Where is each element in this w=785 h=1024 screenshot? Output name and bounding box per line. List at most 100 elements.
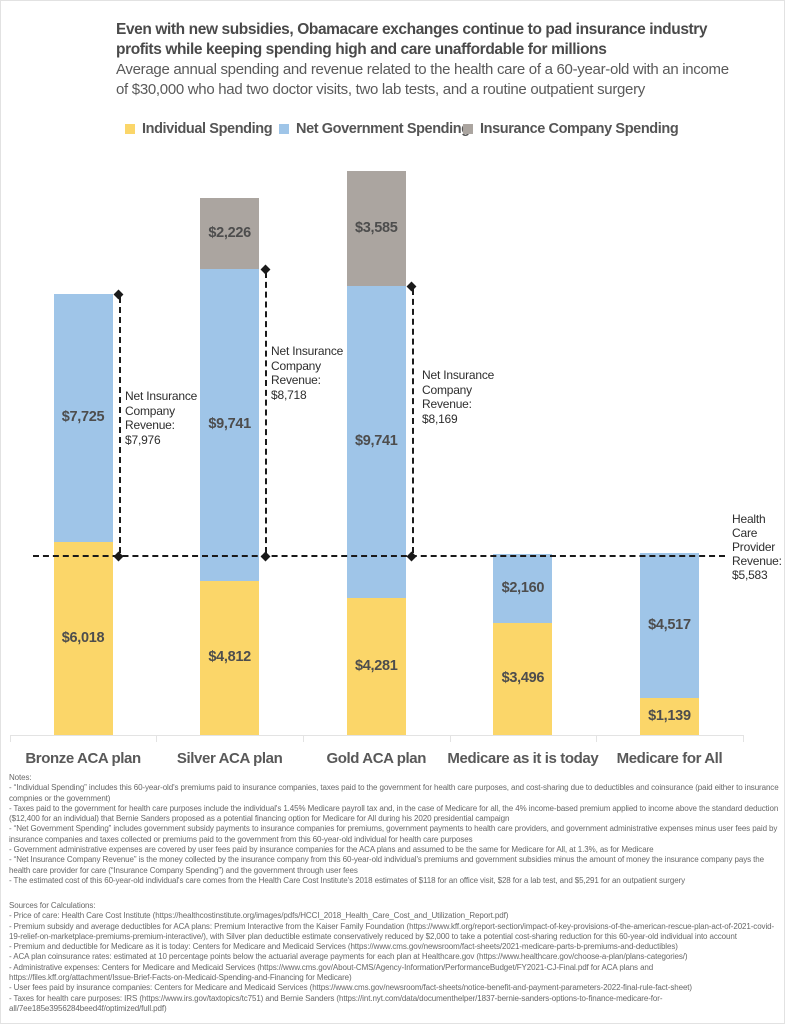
individual-spending-swatch-icon [125,124,135,134]
chart-header: Even with new subsidies, Obamacare excha… [116,20,756,99]
source-item: - Administrative expenses: Centers for M… [9,962,654,983]
net-insurance-revenue-dashed-line [118,297,121,553]
bar-segment-net-government-spending [639,553,699,698]
bar-segment-net-government-spending [53,294,113,542]
bar-segment-net-government-spending [493,554,553,623]
annotation-line: Care [732,526,758,540]
x-axis-line [9,735,743,736]
diamond-marker-icon [113,551,124,561]
x-axis-tick [302,735,304,742]
bar-segment-net-government-spending [346,286,406,598]
insurance-company-spending-swatch-icon [463,124,473,134]
legend-label: Net Government Spending [296,121,470,137]
x-axis-category-label: Gold ACA plan [326,750,426,767]
diamond-marker-icon [260,264,271,275]
x-axis-tick [742,735,744,742]
bar-value-label: $6,018 [61,629,105,646]
chart-subtitle-line-1: Average annual spending and revenue rela… [116,61,729,78]
diamond-marker-icon [406,281,417,292]
bar-value-label: $9,741 [354,433,398,449]
annotation-line: Net Insurance [271,344,344,358]
net-insurance-revenue-annotation-gold: Net Insurance Company Revenue: $8,169 [422,368,494,426]
note-item: - “Net Government Spending” includes gov… [9,824,778,844]
bar-value-label: $4,281 [354,657,398,674]
annotation-line: Revenue: [732,554,782,568]
x-axis-category-label: Silver ACA plan [176,750,283,767]
annotation-line: $8,718 [271,387,307,402]
legend-item-insurance-company-spending: Insurance Company Spending [463,121,679,137]
bar-value-label: $9,741 [208,416,251,432]
bar-value-label: $3,496 [501,670,545,686]
annotation-line: Health [732,512,766,526]
notes-heading: Notes: [9,773,32,782]
legend-item-individual-spending: Individual Spending [125,121,273,137]
net-insurance-revenue-dashed-line [411,289,414,553]
x-axis-tick [9,735,11,742]
notes-section: Notes: - “Individual Spending” includes … [9,773,779,886]
annotation-line: Revenue: [271,373,321,387]
sources-section: Sources for Calculations: - Price of car… [9,901,779,1014]
provider-revenue-label: Health Care Provider Revenue: $5,583 [732,512,782,582]
sources-heading: Sources for Calculations: [9,901,96,910]
net-insurance-revenue-dashed-line [265,272,268,553]
bar-segment-insurance-company-spending [200,198,260,269]
bar-segment-individual-spending [639,698,699,735]
note-item: - Taxes paid to the government for healt… [9,803,779,824]
annotation-line: Revenue: [422,397,472,411]
legend-item-net-government-spending: Net Government Spending [279,121,470,137]
source-item: - Premium subsidy and average deductible… [9,921,775,941]
annotation-line: Provider [732,540,776,554]
note-item: - “Net Insurance Company Revenue” is the… [9,855,764,875]
legend-label: Insurance Company Spending [480,121,679,137]
bar-segment-individual-spending [200,581,260,735]
note-item: - The estimated cost of this 60-year-old… [9,875,686,885]
bar-value-label: $4,517 [648,616,691,633]
chart-subtitle-line-2: of $30,000 who had two doctor visits, tw… [116,80,645,98]
bar-value-label: $2,160 [501,579,545,596]
notes-list: - “Individual Spending” includes this 60… [9,783,779,886]
bar-segment-net-government-spending [200,269,260,581]
x-axis-category-label: Medicare as it is today [447,750,599,767]
annotation-line: $5,583 [732,568,768,582]
diamond-marker-icon [113,289,124,300]
annotation-line: Revenue: [125,418,175,432]
annotation-line: $7,976 [125,432,161,447]
x-axis-category-label: Bronze ACA plan [25,750,141,767]
source-item: - Premium and deductible for Medicare as… [9,942,678,952]
bar-segment-individual-spending [346,598,406,735]
net-insurance-revenue-annotation-silver: Net Insurance Company Revenue: $8,718 [271,344,343,402]
source-item: - Taxes for health care purposes: IRS (h… [9,993,663,1013]
page-title-line-1: Even with new subsidies, Obamacare excha… [116,21,708,38]
source-item: - Price of care: Health Care Cost Instit… [9,911,509,921]
x-axis-tick [449,735,451,742]
legend-label: Individual Spending [142,121,273,137]
net-government-spending-swatch-icon [279,124,289,134]
x-axis-tick [156,735,158,742]
source-item: - User fees paid by insurance companies:… [9,983,692,993]
bar-value-label: $1,139 [648,707,691,724]
bar-value-label: $7,725 [61,409,105,425]
x-axis-category-label: Medicare for All [616,750,723,767]
net-insurance-revenue-annotation-bronze: Net Insurance Company Revenue: $7,976 [125,389,197,447]
diamond-marker-icon [406,551,417,561]
bar-value-label: $2,226 [208,224,251,241]
annotation-line: Net Insurance [125,389,198,403]
x-axis-tick [596,735,598,742]
sources-list: - Price of care: Health Care Cost Instit… [9,911,779,1014]
note-item: - Government administrative expenses are… [9,845,654,855]
diamond-marker-icon [260,551,271,561]
source-item: - ACA plan coinsurance rates: estimated … [9,952,688,962]
annotation-line: Company [271,358,321,373]
page-title-line-2: profits while keeping spending high and … [116,40,607,58]
bar-segment-individual-spending [53,542,113,735]
bar-value-label: $4,812 [208,649,251,665]
annotation-line: Company [422,382,472,397]
bar-value-label: $3,585 [354,219,398,236]
provider-revenue-dashed-line [33,555,725,557]
annotation-line: Net Insurance [422,368,495,382]
annotation-line: Company [125,403,175,418]
annotation-line: $8,169 [422,411,458,426]
bar-segment-insurance-company-spending [346,171,406,286]
note-item: - “Individual Spending” includes this 60… [9,783,779,803]
